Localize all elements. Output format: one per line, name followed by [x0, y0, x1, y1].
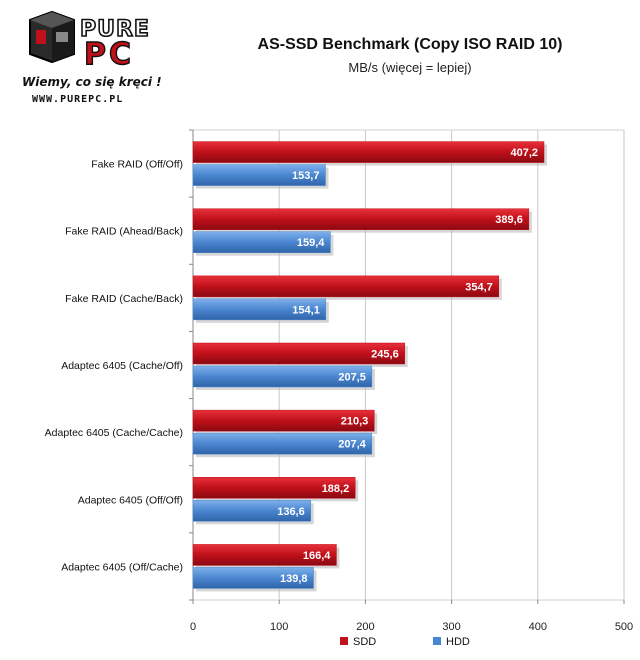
category-label: Fake RAID (Cache/Back) — [65, 293, 183, 305]
bar-sdd — [192, 342, 405, 365]
data-label: 136,6 — [277, 506, 305, 518]
data-label: 389,6 — [495, 214, 523, 226]
data-label: 354,7 — [465, 281, 493, 293]
x-tick-label: 200 — [356, 621, 374, 633]
legend-swatch — [433, 637, 441, 645]
data-label: 139,8 — [280, 573, 308, 585]
data-label: 210,3 — [341, 416, 369, 428]
legend-label: SDD — [353, 636, 376, 648]
x-tick-label: 500 — [615, 621, 633, 633]
category-label: Adaptec 6405 (Cache/Cache) — [45, 427, 183, 439]
data-label: 245,6 — [371, 349, 399, 361]
bar-hdd — [192, 298, 327, 321]
data-label: 407,2 — [510, 147, 538, 159]
bar-sdd — [192, 141, 545, 163]
x-tick-label: 0 — [190, 621, 196, 633]
bar-sdd — [192, 477, 356, 499]
category-label: Adaptec 6405 (Off/Off) — [78, 494, 183, 506]
x-tick-label: 100 — [270, 621, 288, 633]
bar-sdd — [192, 544, 337, 566]
data-label: 159,4 — [297, 237, 325, 249]
x-tick-label: 300 — [442, 621, 460, 633]
category-label: Adaptec 6405 (Cache/Off) — [61, 360, 183, 372]
bar-hdd — [192, 365, 373, 388]
data-label: 154,1 — [292, 304, 320, 316]
logo-url: WWW.PUREPC.PL — [32, 94, 123, 105]
bar-sdd — [192, 208, 530, 230]
data-label: 153,7 — [292, 170, 320, 182]
bar-hdd — [192, 567, 314, 589]
logo-brand-top: PURE — [80, 17, 150, 42]
x-tick-label: 400 — [529, 621, 547, 633]
data-label: 188,2 — [322, 483, 350, 495]
bar-sdd — [192, 409, 375, 432]
legend-label: HDD — [446, 636, 470, 648]
logo-brand-bottom: PC — [84, 37, 134, 72]
logo-slogan: Wiemy, co się kręci ! — [22, 75, 162, 89]
bar-hdd — [192, 231, 331, 253]
data-label: 166,4 — [303, 550, 331, 562]
data-label: 207,5 — [338, 372, 366, 384]
bar-hdd — [192, 500, 311, 522]
bar-sdd — [192, 275, 500, 298]
chart-title: AS-SSD Benchmark (Copy ISO RAID 10) — [257, 36, 563, 53]
bar-hdd — [192, 164, 326, 186]
category-label: Adaptec 6405 (Off/Cache) — [61, 561, 183, 573]
category-label: Fake RAID (Off/Off) — [91, 159, 183, 171]
bar-hdd — [192, 432, 373, 455]
purepc-logo: PURE PC Wiemy, co się kręci ! WWW.PUREPC… — [22, 10, 162, 105]
chart-subtitle: MB/s (więcej = lepiej) — [348, 60, 472, 75]
category-label: Fake RAID (Ahead/Back) — [65, 226, 183, 238]
logo-box-icon — [29, 10, 75, 64]
data-label: 207,4 — [338, 439, 366, 451]
legend-swatch — [340, 637, 348, 645]
